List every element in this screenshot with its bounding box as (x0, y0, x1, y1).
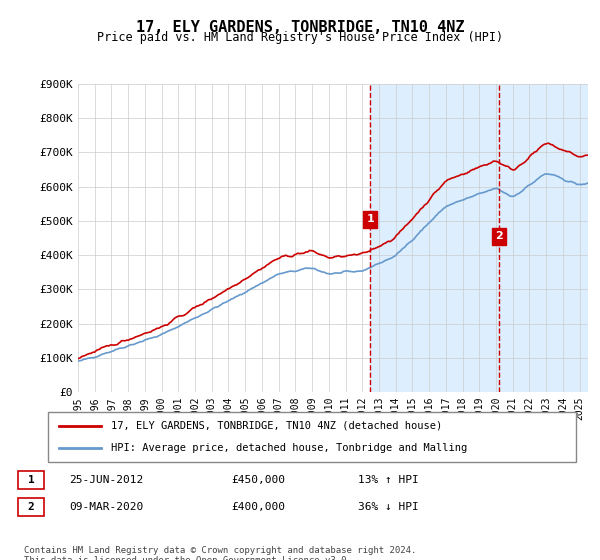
Text: Price paid vs. HM Land Registry's House Price Index (HPI): Price paid vs. HM Land Registry's House … (97, 31, 503, 44)
Text: 09-MAR-2020: 09-MAR-2020 (70, 502, 144, 512)
FancyBboxPatch shape (18, 498, 44, 516)
Text: 17, ELY GARDENS, TONBRIDGE, TN10 4NZ (detached house): 17, ELY GARDENS, TONBRIDGE, TN10 4NZ (de… (112, 421, 443, 431)
Bar (370, 84, 499, 392)
FancyBboxPatch shape (48, 412, 576, 462)
Text: 1: 1 (367, 214, 374, 225)
Text: 13% ↑ HPI: 13% ↑ HPI (358, 475, 418, 485)
Text: 2: 2 (28, 502, 34, 512)
Text: HPI: Average price, detached house, Tonbridge and Malling: HPI: Average price, detached house, Tonb… (112, 443, 467, 453)
Text: 17, ELY GARDENS, TONBRIDGE, TN10 4NZ: 17, ELY GARDENS, TONBRIDGE, TN10 4NZ (136, 20, 464, 35)
Text: £450,000: £450,000 (231, 475, 285, 485)
Text: 1: 1 (28, 475, 34, 485)
Text: Contains HM Land Registry data © Crown copyright and database right 2024.
This d: Contains HM Land Registry data © Crown c… (24, 546, 416, 560)
Text: £400,000: £400,000 (231, 502, 285, 512)
FancyBboxPatch shape (18, 471, 44, 489)
Text: 25-JUN-2012: 25-JUN-2012 (70, 475, 144, 485)
Text: 2: 2 (496, 231, 503, 241)
Bar (499, 84, 588, 392)
Text: 36% ↓ HPI: 36% ↓ HPI (358, 502, 418, 512)
